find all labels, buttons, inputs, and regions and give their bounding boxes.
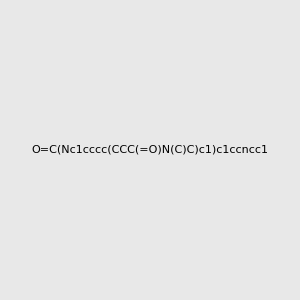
Text: O=C(Nc1cccc(CCC(=O)N(C)C)c1)c1ccncc1: O=C(Nc1cccc(CCC(=O)N(C)C)c1)c1ccncc1: [32, 145, 268, 155]
